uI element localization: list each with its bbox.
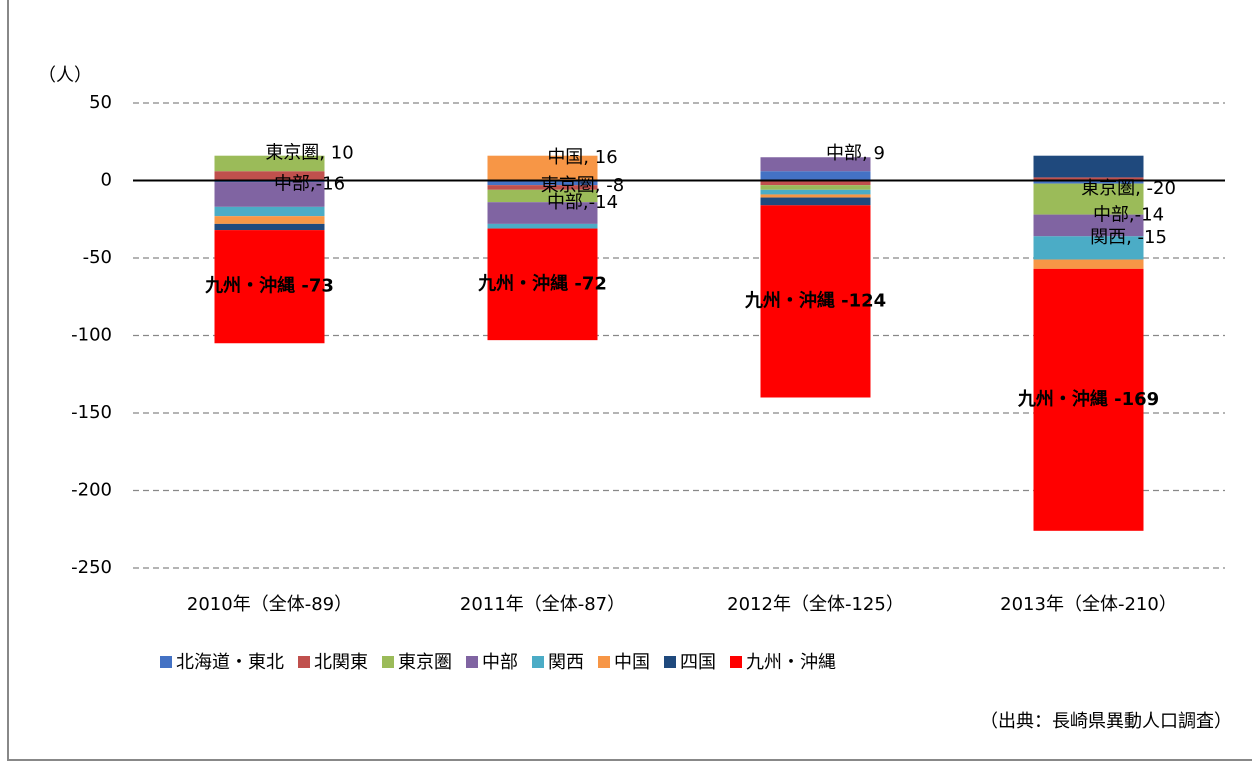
bar-segment xyxy=(760,197,871,206)
bar-segment xyxy=(760,194,871,198)
legend-label: 東京圏 xyxy=(398,652,452,673)
legend-label: 北関東 xyxy=(314,652,368,673)
legend-label: 九州・沖縄 xyxy=(746,652,836,673)
y-tick-label: 0 xyxy=(101,170,112,191)
data-label: 九州・沖縄 -124 xyxy=(744,289,886,311)
bar-segment xyxy=(1033,236,1144,260)
data-label: 中国, 16 xyxy=(547,147,617,168)
bar-segment xyxy=(487,155,598,181)
legend-swatch xyxy=(466,656,478,668)
data-label: 九州・沖縄 -72 xyxy=(477,272,607,294)
legend-swatch xyxy=(382,656,394,668)
bar-segment xyxy=(1033,268,1144,531)
bar-segment xyxy=(760,157,871,172)
legend-label: 四国 xyxy=(680,652,716,673)
data-label: 中部, 9 xyxy=(826,143,885,164)
y-axis-label: （人） xyxy=(38,65,92,86)
x-tick-label: 2011年（全体-87） xyxy=(460,594,625,615)
bar-segment xyxy=(1033,259,1144,269)
bar-segment xyxy=(487,223,598,229)
y-tick-label: -100 xyxy=(71,325,112,346)
bar-segment xyxy=(214,206,325,217)
bar-segment xyxy=(487,185,598,190)
y-tick-label: 50 xyxy=(89,92,112,113)
legend-swatch xyxy=(598,656,610,668)
bar-segment xyxy=(1033,155,1144,178)
legend-label: 中国 xyxy=(614,652,650,673)
data-label: 中部,-14 xyxy=(547,192,618,213)
y-tick-label: -250 xyxy=(71,557,112,578)
x-tick-label: 2012年（全体-125） xyxy=(727,594,904,615)
bar-segment xyxy=(760,185,871,190)
x-tick-label: 2013年（全体-210） xyxy=(1000,594,1177,615)
bar-segment xyxy=(760,180,871,186)
y-tick-label: -150 xyxy=(71,402,112,423)
data-label: 東京圏, -8 xyxy=(541,175,624,196)
x-tick-label: 2010年（全体-89） xyxy=(187,594,352,615)
bar-segment xyxy=(214,182,325,207)
bar-segment xyxy=(487,189,598,203)
bar-segment xyxy=(1033,180,1144,184)
y-tick-label: -50 xyxy=(83,247,112,268)
data-label: 東京圏, 10 xyxy=(265,142,353,163)
bar-segment xyxy=(487,180,598,186)
data-label: 九州・沖縄 -169 xyxy=(1017,388,1159,410)
legend-label: 関西 xyxy=(548,652,584,673)
bar-segment xyxy=(214,216,325,224)
bar-segment xyxy=(760,205,871,398)
data-label: 関西, -15 xyxy=(1090,227,1167,248)
legend-swatch xyxy=(664,656,676,668)
bar-segment xyxy=(214,230,325,344)
bar-segment xyxy=(1033,183,1144,215)
legend-swatch xyxy=(298,656,310,668)
bar-segment xyxy=(1033,177,1144,181)
bar-segment xyxy=(1033,214,1144,237)
y-tick-label: -200 xyxy=(71,480,112,501)
bar-segment xyxy=(214,155,325,172)
bar-segment xyxy=(214,223,325,231)
data-label: 中部,-16 xyxy=(274,173,345,194)
data-label: 東京圏, -20 xyxy=(1081,178,1176,199)
bar-segment xyxy=(760,171,871,181)
legend-label: 北海道・東北 xyxy=(176,652,284,673)
bar-segment xyxy=(487,228,598,341)
legend-swatch xyxy=(160,656,172,668)
frame xyxy=(7,0,1252,761)
data-label: 九州・沖縄 -73 xyxy=(204,275,334,297)
source: （出典：長崎県異動人口調査） xyxy=(980,711,1232,732)
bar-segment xyxy=(760,189,871,195)
legend-swatch xyxy=(532,656,544,668)
legend-swatch xyxy=(730,656,742,668)
legend-label: 中部 xyxy=(482,652,518,673)
bar-segment xyxy=(487,202,598,224)
bar-segment xyxy=(214,171,325,181)
data-label: 中部,-14 xyxy=(1093,204,1164,225)
